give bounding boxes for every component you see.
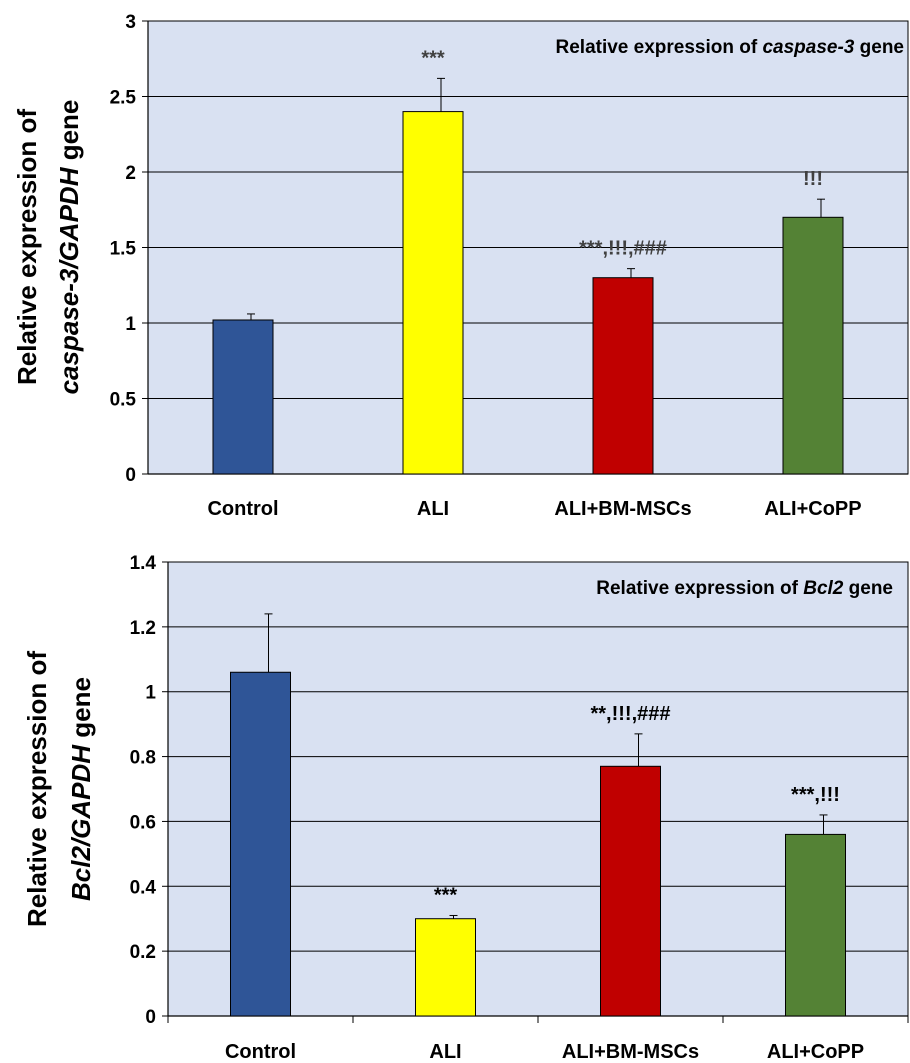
- x-category-label: ALI+CoPP: [767, 1041, 864, 1063]
- y-axis-label-line1: Relative expression of: [12, 109, 42, 385]
- y-axis-label-part: gene: [54, 100, 84, 168]
- significance-annotation: ***,!!!: [791, 784, 840, 806]
- chart_data-0-title_parts-part: gene: [854, 37, 904, 58]
- chart-title: Relative expression of Bcl2 gene: [596, 578, 893, 599]
- chart_data-1-title_parts-part: Relative expression of: [596, 578, 803, 599]
- significance-annotation: !!!: [803, 168, 823, 190]
- x-category-label: ALI+BM-MSCs: [562, 1041, 699, 1063]
- significance-annotation: **,!!!,###: [590, 703, 670, 725]
- y-tick-label: 0: [145, 1007, 156, 1028]
- plot-area: [167, 561, 909, 1017]
- chart_data-1-title_parts-part: gene: [843, 578, 893, 599]
- x-category-label: ALI+CoPP: [764, 498, 861, 520]
- y-tick-label: 0.5: [110, 390, 137, 411]
- bar-control: [212, 319, 274, 475]
- significance-annotation: ***: [421, 47, 445, 69]
- bar-ali-copp: [782, 216, 844, 475]
- y-tick-label: 0.8: [130, 748, 156, 769]
- x-category-label: ALI: [429, 1041, 461, 1063]
- significance-annotation: ***,!!!,###: [579, 238, 667, 260]
- y-tick-label: 0.2: [130, 942, 156, 963]
- chart_data-1-title_parts-part: Bcl2: [803, 578, 844, 599]
- bar-ali: [415, 918, 476, 1017]
- y-tick-label: 2: [125, 163, 136, 184]
- y-tick-label: 0: [125, 465, 136, 486]
- y-tick-label: 1.4: [130, 553, 157, 574]
- y-axis-label-line2: caspase-3/GAPDH gene: [54, 100, 84, 395]
- y-axis-label-part: caspase-3/GAPDH: [54, 166, 84, 394]
- chart-title: Relative expression of caspase-3 gene: [556, 37, 905, 58]
- y-tick-label: 2.5: [110, 88, 137, 109]
- y-axis-label-line1: Relative expression of: [22, 651, 52, 927]
- y-axis-label-part: gene: [66, 677, 96, 745]
- chart_data-0-title_parts-part: Relative expression of: [556, 37, 763, 58]
- x-category-label: Control: [207, 498, 278, 520]
- chart-1: 0 0.5 1 1.5 2 2.5 3 Control *** ALI ***,!!!,### ALI…: [12, 12, 909, 520]
- chart-2: 0 0.2 0.4 0.6 0.8 1 1.2 1.4 Control *** ALI **,!!!,…: [22, 553, 909, 1063]
- y-tick-label: 1.2: [130, 618, 156, 639]
- bar-ali-bm-mscs: [600, 765, 661, 1017]
- bar-ali-copp: [785, 833, 846, 1017]
- y-tick-label: 1: [125, 314, 136, 335]
- chart_data-0-title_parts-part: caspase-3: [762, 37, 854, 58]
- significance-annotation: ***: [434, 884, 458, 906]
- bar-ali-bm-mscs: [592, 277, 654, 475]
- bar-control: [230, 671, 291, 1017]
- y-tick-label: 3: [125, 12, 136, 33]
- y-axis-label-part: Bcl2/GAPDH: [66, 744, 96, 901]
- y-tick-label: 1.5: [110, 239, 137, 260]
- y-tick-label: 0.4: [130, 877, 157, 898]
- x-category-label: ALI: [417, 498, 449, 520]
- y-axis-label-line2: Bcl2/GAPDH gene: [66, 677, 96, 901]
- y-tick-label: 0.6: [130, 812, 156, 833]
- x-category-label: ALI+BM-MSCs: [554, 498, 691, 520]
- bar-ali: [402, 111, 464, 475]
- x-category-label: Control: [225, 1041, 296, 1063]
- y-tick-label: 1: [145, 683, 156, 704]
